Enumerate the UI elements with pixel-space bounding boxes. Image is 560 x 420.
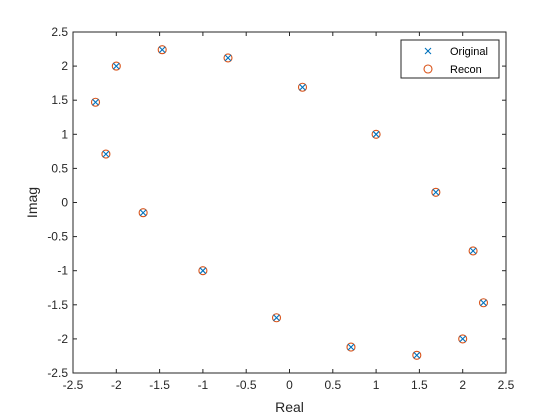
recon-point	[458, 334, 468, 344]
x-tick-label: -2	[111, 378, 122, 392]
recon-point	[412, 350, 422, 360]
x-tick-label: 1.5	[411, 378, 428, 392]
original-point	[299, 83, 306, 91]
y-tick-label: -2	[57, 332, 68, 346]
x-tick-label: 0	[286, 378, 293, 392]
recon-point	[271, 313, 282, 323]
legend-label-original: Original	[450, 46, 488, 58]
x-tick-label: -2.5	[63, 378, 84, 392]
recon-point	[223, 53, 233, 63]
recon-point	[468, 246, 478, 256]
recon-point	[431, 187, 441, 197]
legend-x-marker	[424, 47, 432, 55]
legend-marker-recon	[423, 64, 433, 74]
y-tick-label: -1.5	[47, 298, 68, 312]
points-layer	[90, 45, 489, 360]
x-tick-label: -0.5	[236, 378, 257, 392]
y-tick-label: 1	[61, 127, 68, 141]
original-point	[413, 351, 421, 359]
y-axis-label: Imag	[24, 187, 40, 218]
original-point	[273, 314, 280, 322]
recon-point	[478, 298, 489, 308]
y-tick-label: 1.5	[51, 93, 68, 107]
recon-point	[138, 208, 148, 218]
legend: Original Recon	[400, 39, 500, 79]
original-point	[459, 335, 467, 343]
recon-point	[198, 266, 208, 276]
recon-point	[90, 97, 101, 107]
original-point	[199, 267, 207, 275]
original-point	[480, 299, 487, 307]
recon-point	[371, 129, 381, 139]
y-tick-label: 0	[61, 196, 68, 210]
original-point	[347, 343, 355, 351]
y-tick-label: -1	[57, 264, 68, 278]
original-point	[158, 46, 166, 54]
x-axis-label: Real	[275, 399, 304, 415]
ticks-layer: -2.5 -2 -1.5 -1 -0.5 0 0.5 1 1.5 2 2.5 -2.5 -2 -1.5 -1…	[47, 25, 514, 392]
recon-point	[346, 342, 356, 352]
recon-point	[157, 45, 167, 55]
original-point	[112, 62, 120, 70]
legend-label-recon: Recon	[450, 64, 482, 76]
recon-point	[297, 82, 308, 92]
original-point	[469, 247, 477, 255]
original-point	[102, 150, 110, 158]
x-tick-label: 2.5	[498, 378, 515, 392]
recon-point	[101, 149, 111, 159]
legend-marker-original	[424, 47, 432, 55]
y-tick-label: -2.5	[47, 366, 68, 380]
x-tick-label: 0.5	[324, 378, 341, 392]
y-tick-label: 2.5	[51, 25, 68, 39]
original-point	[372, 130, 380, 138]
original-point	[224, 54, 232, 62]
legend-box	[400, 39, 500, 79]
x-tick-label: 2	[459, 378, 466, 392]
original-point	[432, 188, 440, 196]
x-tick-label: 1	[373, 378, 380, 392]
y-tick-label: 2	[61, 59, 68, 73]
legend-o-marker	[423, 64, 433, 74]
x-tick-label: -1	[198, 378, 209, 392]
y-tick-label: -0.5	[47, 230, 68, 244]
plot-area	[73, 32, 506, 373]
y-tick-label: 0.5	[51, 161, 68, 175]
original-point	[139, 209, 147, 217]
x-tick-label: -1.5	[149, 378, 170, 392]
original-point	[92, 98, 99, 106]
recon-point	[111, 61, 121, 71]
